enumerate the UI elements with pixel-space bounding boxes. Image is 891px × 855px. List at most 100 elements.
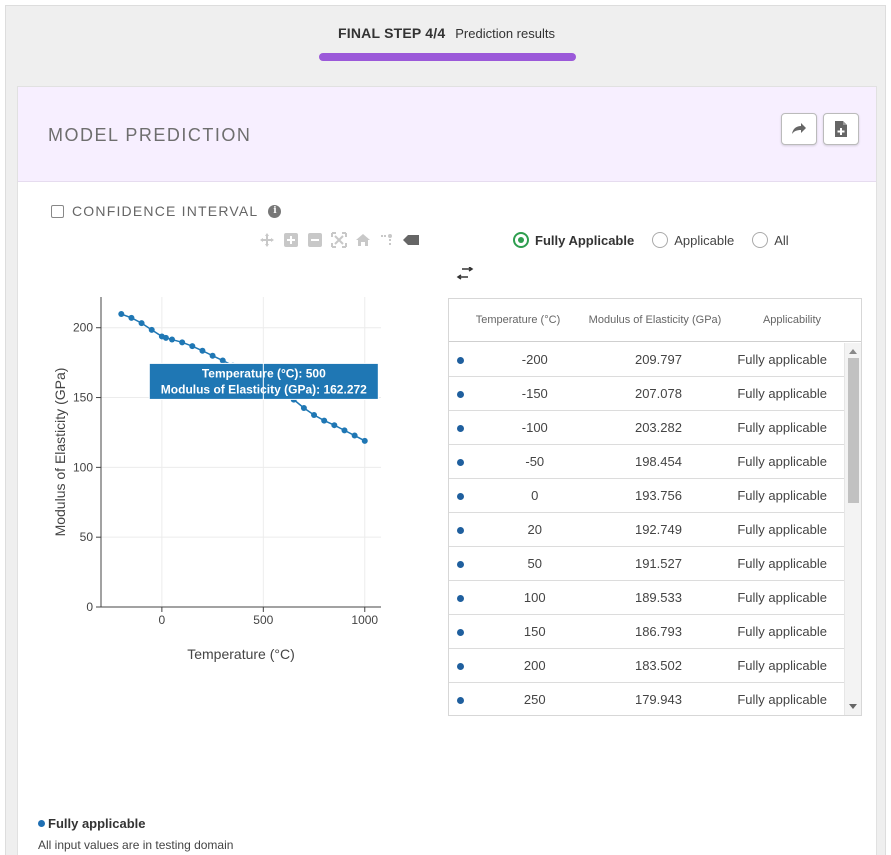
- plot-modebar: [258, 231, 420, 249]
- table-scrollbar[interactable]: [844, 343, 861, 715]
- cell-temperature: 200: [523, 658, 546, 673]
- cell-modulus: 189.533: [634, 590, 682, 605]
- cell-modulus: 186.793: [634, 624, 682, 639]
- radio-applicable[interactable]: [652, 232, 669, 248]
- table-row[interactable]: -50 198.454 Fully applicable: [449, 445, 844, 479]
- y-tick-label: 100: [73, 460, 93, 474]
- filter-fully-applicable[interactable]: Fully Applicable: [513, 232, 634, 248]
- row-dot-icon: [457, 595, 465, 602]
- applicability-filter: Fully Applicable Applicable All: [513, 232, 807, 248]
- zoom-in-icon[interactable]: [282, 231, 300, 249]
- filter-label: Fully Applicable: [535, 232, 635, 248]
- radio-fully-applicable[interactable]: [513, 232, 529, 248]
- card-header: MODEL PREDICTION: [18, 87, 876, 182]
- cell-modulus: 207.078: [634, 386, 682, 401]
- scroll-up-icon[interactable]: [849, 349, 857, 354]
- table-row[interactable]: 200 183.502 Fully applicable: [449, 649, 844, 683]
- row-dot-icon: [457, 425, 465, 432]
- cell-applicability: Fully applicable: [737, 488, 827, 503]
- confidence-interval-label: CONFIDENCE INTERVAL: [72, 203, 259, 219]
- row-marker: [449, 556, 473, 571]
- y-tick-label: 150: [73, 391, 93, 405]
- table-row[interactable]: -100 203.282 Fully applicable: [449, 411, 844, 445]
- row-marker: [449, 692, 473, 707]
- cell-applicability: Fully applicable: [737, 590, 827, 605]
- cell-applicability: Fully applicable: [737, 352, 827, 367]
- row-dot-icon: [457, 697, 465, 704]
- wizard-container: FINAL STEP 4/4 Prediction results MODEL …: [5, 5, 886, 855]
- cell-modulus: 198.454: [634, 454, 682, 469]
- data-point: [162, 334, 169, 341]
- filter-applicable[interactable]: Applicable: [652, 232, 734, 248]
- cell-temperature: 50: [527, 556, 543, 571]
- column-header-temperature[interactable]: Temperature (°C): [475, 314, 561, 326]
- data-point: [341, 427, 348, 434]
- pan-icon[interactable]: [258, 231, 276, 249]
- step-progress-bar: [319, 53, 576, 61]
- cell-applicability: Fully applicable: [737, 556, 827, 571]
- y-axis-title: Modulus of Elasticity (GPa): [52, 368, 68, 537]
- cell-temperature: 100: [523, 590, 546, 605]
- scrollbar-thumb[interactable]: [848, 358, 859, 503]
- legend-dot-icon: [38, 820, 45, 827]
- row-dot-icon: [457, 459, 465, 466]
- cell-modulus: 179.943: [634, 692, 682, 707]
- cell-temperature: 250: [523, 692, 546, 707]
- row-marker: [449, 386, 473, 401]
- legend-description: All input values are in testing domain: [38, 838, 234, 852]
- cell-applicability: Fully applicable: [737, 658, 827, 673]
- table-header: Temperature (°C) Modulus of Elasticity (…: [449, 299, 861, 342]
- info-icon[interactable]: i: [268, 204, 282, 218]
- row-dot-icon: [457, 493, 465, 500]
- autoscale-icon[interactable]: [330, 231, 348, 249]
- filter-all[interactable]: All: [752, 232, 789, 248]
- cell-temperature: 0: [531, 488, 539, 503]
- step-subtitle: Prediction results: [455, 26, 555, 41]
- radio-all[interactable]: [752, 232, 769, 248]
- share-button[interactable]: [781, 113, 817, 145]
- table-row[interactable]: 150 186.793 Fully applicable: [449, 615, 844, 649]
- hover-closest-icon[interactable]: [402, 231, 420, 249]
- cell-modulus: 183.502: [634, 658, 682, 673]
- table-row[interactable]: 20 192.749 Fully applicable: [449, 513, 844, 547]
- row-dot-icon: [457, 663, 465, 670]
- table-row[interactable]: 0 193.756 Fully applicable: [449, 479, 844, 513]
- x-tick-label: 1000: [351, 613, 378, 627]
- data-point: [189, 343, 196, 350]
- tooltip-line-2: Modulus of Elasticity (GPa): 162.272: [161, 382, 367, 396]
- home-icon[interactable]: [354, 231, 372, 249]
- column-header-applicability[interactable]: Applicability: [762, 314, 822, 326]
- cell-applicability: Fully applicable: [737, 624, 827, 639]
- filter-label: Applicable: [674, 232, 735, 248]
- table-row[interactable]: -150 207.078 Fully applicable: [449, 377, 844, 411]
- table-row[interactable]: -200 209.797 Fully applicable: [449, 343, 844, 377]
- share-icon: [792, 123, 806, 134]
- document-add-icon: [835, 121, 847, 137]
- x-tick-label: 500: [253, 613, 273, 627]
- y-tick-label: 200: [73, 321, 93, 335]
- model-prediction-card: MODEL PREDICTION CONFIDENCE INTERVAL i: [17, 86, 877, 855]
- modulus-chart[interactable]: 0 50 100 150 200 0 500 1000 Temperature (°C) Modu…: [48, 287, 388, 757]
- y-tick-label: 0: [86, 600, 93, 614]
- row-marker: [449, 352, 473, 367]
- export-document-button[interactable]: [823, 113, 859, 145]
- x-tick-label: 0: [159, 613, 166, 627]
- swap-icon[interactable]: [456, 267, 474, 281]
- zoom-out-icon[interactable]: [306, 231, 324, 249]
- cell-applicability: Fully applicable: [737, 522, 827, 537]
- table-row[interactable]: 250 179.943 Fully applicable: [449, 683, 844, 715]
- legend-label: Fully applicable: [48, 816, 146, 831]
- row-dot-icon: [457, 391, 465, 398]
- table-row[interactable]: 50 191.527 Fully applicable: [449, 547, 844, 581]
- scroll-down-icon[interactable]: [849, 704, 857, 709]
- cell-temperature: -150: [521, 386, 548, 401]
- data-point: [351, 432, 358, 439]
- cell-modulus: 209.797: [634, 352, 682, 367]
- spike-lines-icon[interactable]: [378, 231, 396, 249]
- table-row[interactable]: 100 189.533 Fully applicable: [449, 581, 844, 615]
- cell-applicability: Fully applicable: [737, 692, 827, 707]
- column-header-modulus[interactable]: Modulus of Elasticity (GPa): [588, 314, 722, 326]
- confidence-interval-checkbox[interactable]: [51, 204, 64, 218]
- tooltip-line-1: Temperature (°C): 500: [202, 366, 326, 380]
- results-table: Temperature (°C) Modulus of Elasticity (…: [448, 298, 862, 716]
